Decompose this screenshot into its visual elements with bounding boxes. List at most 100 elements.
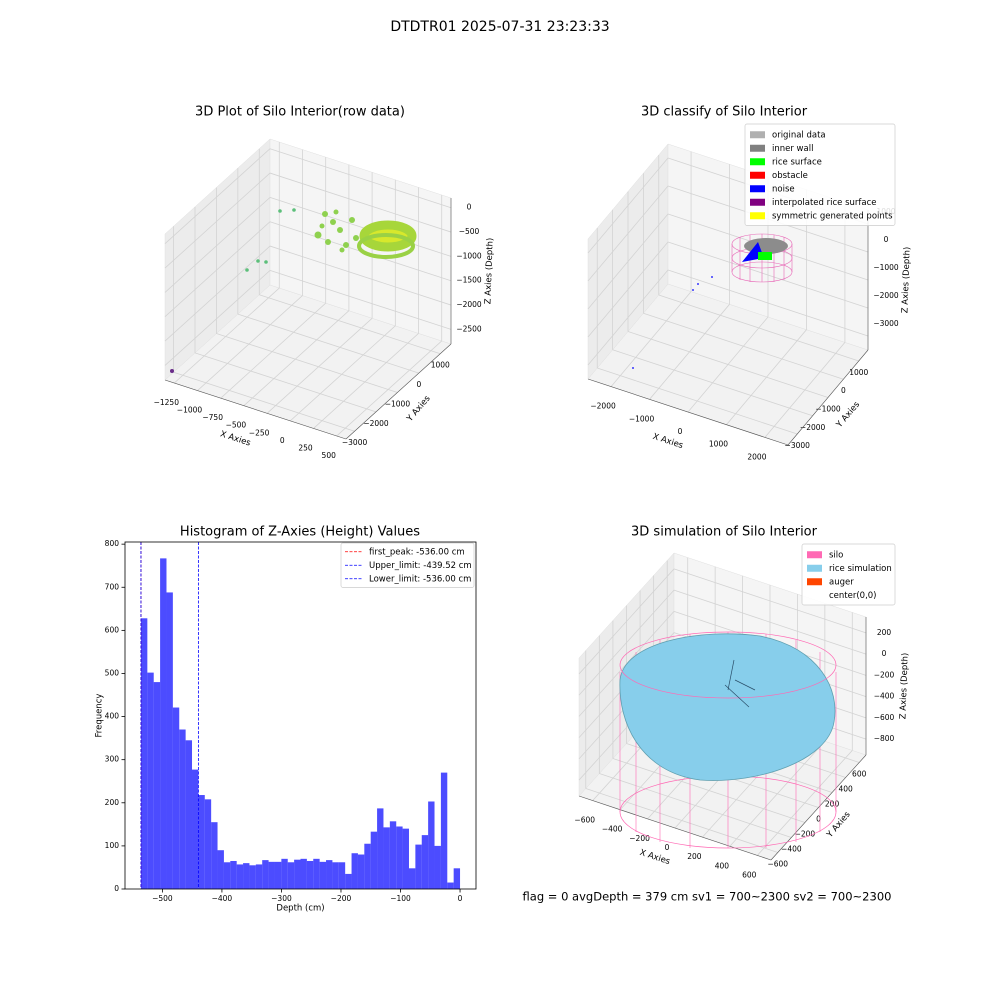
chart-title: 3D classify of Silo Interior — [641, 105, 808, 120]
z-tick-label: −200 — [874, 670, 895, 679]
z-tick-label: −600 — [874, 713, 895, 722]
grid-line — [220, 302, 326, 399]
z-tick-label: 0 — [882, 649, 887, 658]
bar — [236, 864, 244, 889]
z-tick-label: −800 — [874, 734, 895, 743]
y-tick-label: 200 — [825, 800, 840, 809]
grid-line — [643, 312, 844, 380]
y-tick-label: −2000 — [363, 419, 389, 428]
y-tick-label: −3000 — [785, 441, 811, 450]
y-tick-label: 500 — [105, 668, 120, 677]
y-tick-label: −2000 — [800, 423, 826, 432]
bar — [345, 873, 352, 889]
bar — [453, 868, 461, 889]
bar — [370, 831, 378, 889]
y-tick-label: 400 — [838, 785, 853, 794]
grid-line — [667, 241, 869, 309]
y-tick-label: −3000 — [342, 438, 368, 447]
bar — [204, 799, 212, 889]
chart-title: Histogram of Z-Axies (Height) Values — [180, 525, 420, 540]
z-axis-label: Z Axies (Depth) — [898, 653, 910, 720]
grid-line — [173, 371, 355, 432]
x-tick-label: −250 — [249, 428, 270, 437]
y-axis-label: Y Axies — [405, 393, 433, 424]
legend-label: center(0,0) — [829, 591, 877, 601]
y-tick-label: 800 — [105, 539, 120, 548]
grid-line — [578, 589, 675, 696]
bar — [153, 682, 161, 889]
y-tick-label: 1000 — [849, 368, 868, 377]
bar — [434, 845, 441, 889]
x-tick-label: −1250 — [154, 398, 180, 407]
z-tick-label: 0 — [467, 203, 472, 212]
x-tick-label: −100 — [390, 894, 411, 903]
grid-line — [243, 310, 350, 407]
grid-line — [269, 148, 452, 209]
bar — [421, 835, 429, 889]
bar — [332, 862, 339, 889]
x-tick-label: −400 — [602, 825, 623, 834]
x-tick-label: −400 — [212, 894, 233, 903]
bar — [211, 822, 218, 889]
grid-line — [164, 221, 271, 318]
y-tick-label: 700 — [105, 582, 120, 591]
bar — [383, 827, 390, 889]
bar — [281, 858, 288, 889]
bar — [338, 862, 346, 889]
legend-box — [801, 543, 896, 606]
chart-title: 3D Plot of Silo Interior(row data) — [195, 105, 405, 120]
bar — [160, 558, 167, 889]
bar — [294, 859, 301, 889]
grid-line — [197, 295, 303, 391]
z-tick-label: −400 — [874, 692, 895, 701]
z-tick-label: −1000 — [456, 251, 482, 260]
axis-line — [787, 349, 869, 446]
y-tick-label: 200 — [105, 798, 120, 807]
y-tick-label: −200 — [795, 830, 816, 839]
grid-line — [269, 245, 452, 306]
x-tick-label: −500 — [226, 421, 247, 430]
z-tick-label: −1000 — [873, 263, 899, 272]
z-axis-label: Z Axies (Depth) — [900, 247, 912, 314]
x-axis-label: X Axies — [219, 429, 252, 448]
grid-line — [578, 568, 675, 675]
x-tick-label: −200 — [629, 834, 650, 843]
bar — [140, 618, 148, 889]
grid-line — [612, 349, 813, 417]
bar — [223, 862, 231, 889]
z-axis-label: Z Axies (Depth) — [483, 238, 495, 305]
y-tick-label: −600 — [767, 860, 788, 869]
legend-label: Lower_limit: -536.00 cm — [369, 574, 471, 584]
grid-line — [259, 294, 441, 355]
legend-swatch — [750, 198, 765, 206]
bar — [179, 729, 186, 889]
grid-line — [587, 213, 669, 310]
z-tick-label: −3000 — [873, 319, 899, 328]
bar — [198, 795, 205, 889]
legend-box — [340, 542, 475, 588]
legend-layer: original data inner wall rice surface obsta… — [340, 123, 896, 606]
grid-line — [597, 367, 798, 435]
x-tick-label: 0 — [280, 436, 285, 445]
bar — [300, 858, 307, 889]
bar — [185, 740, 193, 889]
grid-line — [313, 333, 419, 429]
bar — [166, 592, 173, 889]
grid-line — [612, 758, 806, 823]
x-tick-label: 0 — [665, 843, 670, 852]
bar — [364, 843, 371, 889]
grid-line — [194, 352, 377, 413]
axis-line — [578, 795, 772, 861]
y-tick-label: 0 — [841, 386, 846, 395]
legend-swatch — [807, 578, 822, 586]
x-tick-label: 200 — [687, 852, 702, 861]
x-axis-label: Depth (cm) — [276, 904, 324, 914]
bar — [147, 672, 154, 889]
y-tick-label: −1000 — [385, 399, 411, 408]
grid-line — [599, 773, 792, 838]
legend-swatch — [807, 551, 822, 559]
x-tick-label: −300 — [271, 894, 292, 903]
bar — [306, 860, 314, 889]
z-tick-label: −1500 — [456, 276, 482, 285]
grid-line — [164, 148, 271, 245]
